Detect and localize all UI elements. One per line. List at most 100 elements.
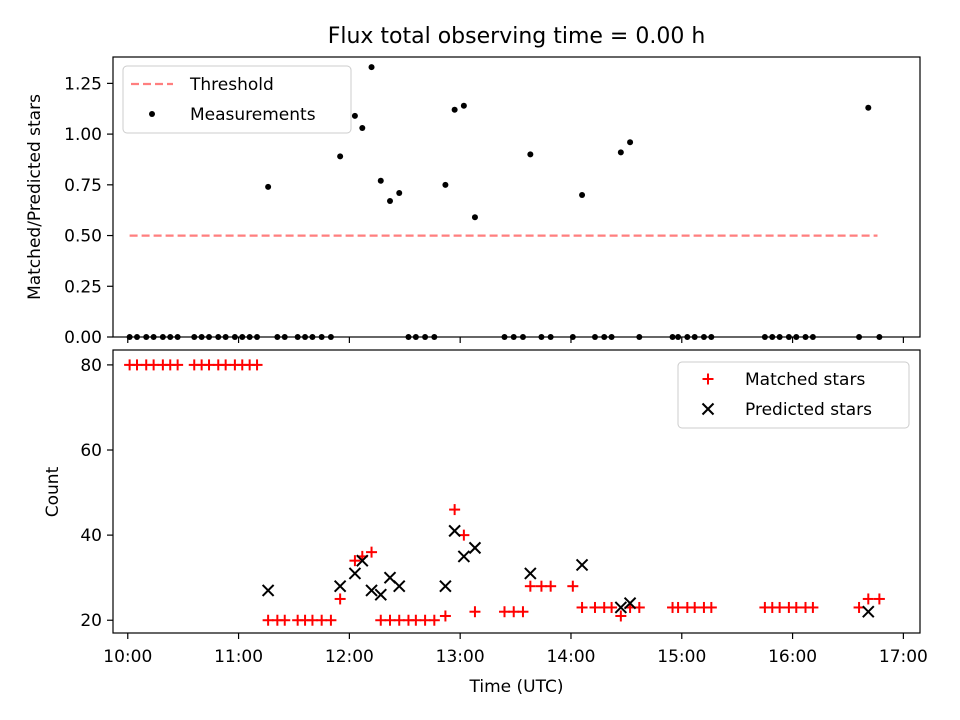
y-tick-label: 0.50 (64, 227, 102, 247)
predicted-star-marker-b (393, 579, 406, 593)
predicted-legend-marker-b (701, 402, 715, 416)
matched-star-marker (774, 601, 786, 613)
bottom-plot-area: 20 40 60 80 10:00 11:00 12:00 13:00 14:00 15:00 16… (80, 356, 928, 667)
y-tick-label: 0.75 (64, 176, 102, 196)
matched-star-marker (705, 601, 717, 613)
measurement-point (527, 151, 534, 158)
measurement-point (460, 102, 467, 109)
matched-star-marker (545, 580, 557, 592)
matched-star-marker (508, 606, 520, 618)
x-tick-label: 17:00 (879, 647, 928, 667)
predicted-star-marker-b (575, 558, 589, 572)
matched-star-marker (535, 580, 547, 592)
matched-star-marker (689, 601, 701, 613)
measurement-point (865, 104, 872, 111)
measurement-point (442, 181, 449, 188)
matched-star-marker (589, 601, 601, 613)
predicted-legend-marker (701, 402, 715, 416)
y-tick-label: 0.25 (64, 277, 102, 297)
measurements-legend-label: Measurements (190, 105, 316, 125)
measurement-point (617, 149, 624, 156)
matched-star-marker (469, 606, 481, 618)
x-tick-label: 11:00 (214, 647, 263, 667)
predicted-star-marker (348, 567, 362, 580)
measurement-point (265, 183, 272, 190)
matched-star-marker (375, 614, 387, 626)
measurement-point (368, 64, 375, 71)
matched-star-marker (203, 359, 215, 371)
matched-star-marker (279, 614, 291, 626)
x-tick-label: 16:00 (768, 647, 817, 667)
matched-star-marker (251, 359, 263, 371)
predicted-star-marker (623, 597, 637, 610)
predicted-star-marker (333, 579, 347, 593)
predicted-star-marker (614, 601, 628, 614)
measurement-point (377, 177, 384, 184)
matched-star-marker (262, 614, 274, 626)
top-chart-title: Flux total observing time = 0.00 h (328, 24, 706, 49)
predicted-stars-legend-swatch (701, 402, 715, 416)
matched-star-marker (220, 359, 232, 371)
threshold-legend-label: Threshold (189, 75, 274, 95)
matched-legend-marker (702, 373, 714, 385)
predicted-star-marker-b (448, 524, 461, 538)
x-tick-label: 14:00 (546, 647, 595, 667)
matched-star-marker (148, 359, 160, 371)
predicted-star-marker-b (439, 579, 452, 593)
bottom-axes-frame (112, 349, 921, 634)
predicted-star-marker-b (365, 584, 378, 597)
matched-star-marker (325, 614, 337, 626)
matched-star-marker (524, 580, 536, 592)
matched-star-marker (366, 546, 378, 558)
predicted-star-marker (862, 605, 875, 618)
matched-star-marker (428, 614, 440, 626)
top-y-axis-label: Matched/Predicted stars (25, 94, 45, 300)
matched-star-marker (873, 593, 885, 605)
matched-star-marker (349, 555, 361, 567)
measurement-point (451, 106, 458, 113)
matched-star-marker (807, 601, 819, 613)
matched-star-marker (334, 593, 346, 605)
predicted-star-marker-b (862, 605, 875, 618)
predicted-star-marker (261, 584, 275, 597)
matched-stars-legend-swatch (702, 373, 714, 385)
y-tick-label: 20 (80, 611, 102, 631)
top-legend: Threshold Measurements (122, 65, 352, 134)
top-legend-frame (122, 65, 352, 134)
x-tick-label: 12:00 (325, 647, 374, 667)
measurement-point (351, 112, 358, 119)
predicted-star-marker (365, 584, 378, 597)
measurements-legend-swatch (149, 111, 155, 117)
predicted-star-marker (468, 541, 482, 555)
matched-star-marker (615, 610, 627, 622)
predicted-star-marker-b (457, 550, 471, 563)
predicted-star-marker (524, 567, 537, 580)
x-tick-label: 13:00 (436, 647, 485, 667)
matched-star-marker (567, 580, 579, 592)
measurement-point (337, 153, 344, 160)
y-tick-label: 0.00 (64, 328, 102, 348)
matched-star-marker (410, 614, 422, 626)
predicted-star-marker (448, 524, 461, 538)
matched-star-marker (316, 614, 328, 626)
x-tick-label: 10:00 (103, 647, 152, 667)
bottom-panel: Count Time (UTC) 20 40 60 80 10:00 11:00 12:00… (43, 349, 928, 697)
predicted-star-marker (439, 579, 452, 593)
matched-star-marker (672, 601, 684, 613)
y-tick-label: 60 (80, 441, 102, 461)
predicted-star-marker-b (524, 567, 537, 580)
measurement-point (359, 125, 366, 132)
predicted-star-marker-b (374, 588, 387, 601)
y-tick-label: 40 (80, 526, 102, 546)
predicted-stars-legend-label: Predicted stars (745, 400, 872, 420)
predicted-star-marker (575, 558, 589, 572)
matched-star-marker (384, 614, 396, 626)
matched-star-marker (790, 601, 802, 613)
matched-star-marker (576, 601, 588, 613)
predicted-star-marker-b (614, 601, 628, 614)
matched-star-marker (306, 614, 318, 626)
matched-star-marker (517, 606, 529, 618)
matched-star-marker (419, 614, 431, 626)
top-panel: Flux total observing time = 0.00 h Match… (25, 24, 921, 348)
